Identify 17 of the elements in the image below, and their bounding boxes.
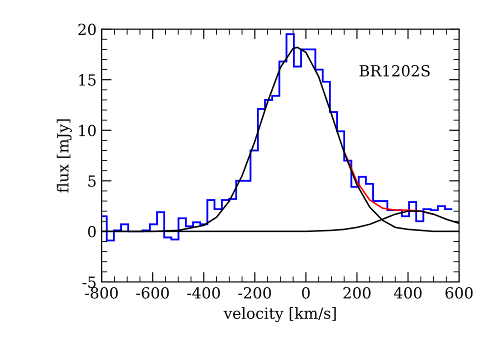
y-tick-label: 5	[88, 175, 96, 187]
x-tick-label: -800	[85, 287, 118, 299]
x-tick-label: 600	[446, 287, 473, 299]
y-tick-label: 20	[78, 24, 96, 36]
y-tick-label: 15	[79, 74, 96, 86]
y-tick-label: 10	[79, 124, 96, 136]
x-tick-label: -400	[187, 287, 220, 299]
x-tick-label: 0	[302, 287, 310, 299]
x-axis-title: velocity [km/s]	[224, 307, 336, 322]
x-tick-label: 200	[343, 287, 371, 299]
y-axis-title: flux [mJy]	[56, 119, 72, 193]
x-tick-label: -200	[238, 287, 271, 299]
y-tick-label: -5	[82, 276, 96, 288]
x-tick-label: -600	[136, 287, 169, 299]
x-tick-label: 400	[394, 287, 422, 299]
annotation: BR1202S	[360, 65, 430, 77]
y-tick-label: 0	[88, 226, 96, 238]
